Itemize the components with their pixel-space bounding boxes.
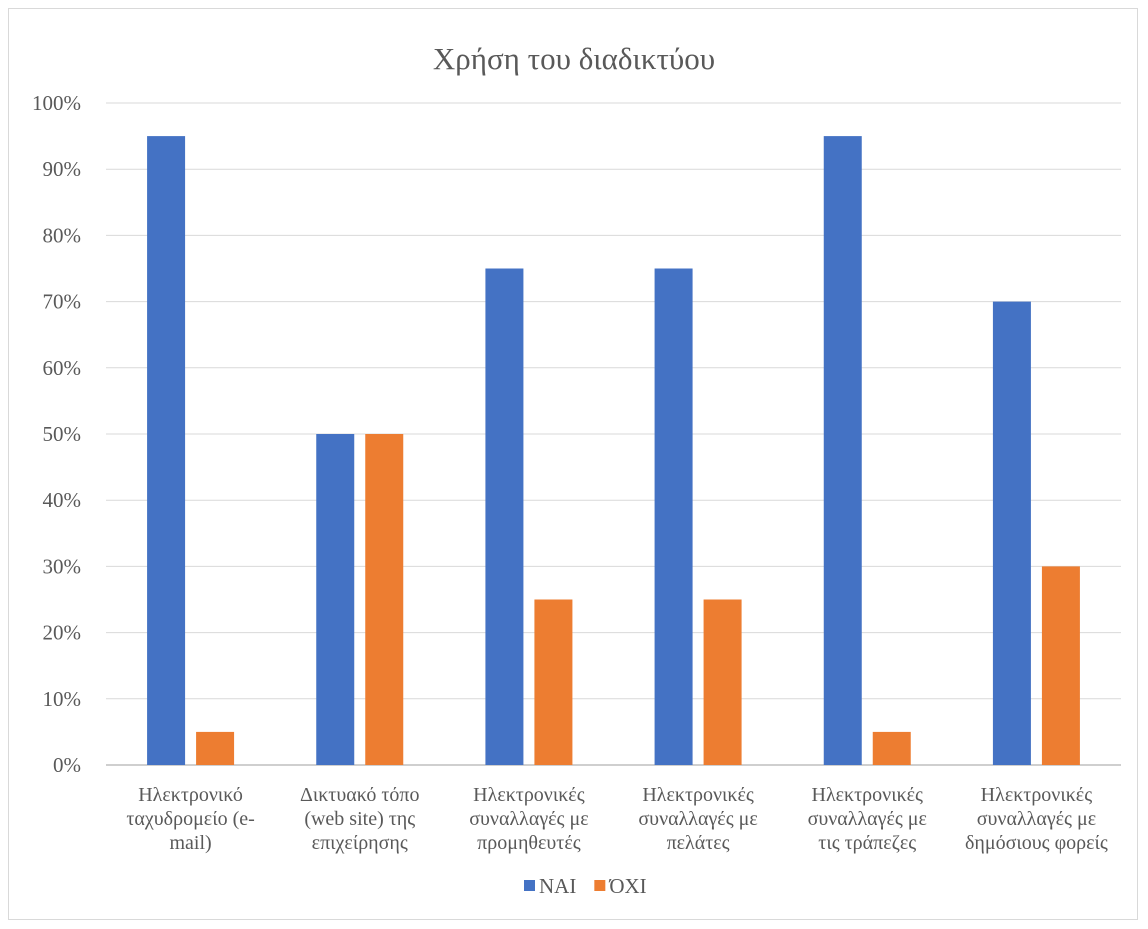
legend-label: ΌΧΙ (608, 874, 646, 898)
legend-swatch (524, 880, 535, 891)
y-tick-label: 80% (43, 223, 82, 247)
y-axis-ticks: 0% 10% 20% 30% 40% 50% 60% 70% 80% 90% 100% (32, 91, 81, 777)
y-tick-label: 70% (43, 290, 82, 314)
chart-title: Χρήση του διαδικτύου (433, 41, 715, 76)
bar (872, 731, 911, 765)
x-category-label: συναλλαγές με (977, 808, 1096, 830)
legend-swatch (594, 880, 606, 891)
bar (316, 434, 355, 765)
x-category-label: Δικτυακό τόπο (300, 784, 420, 806)
x-category-label: συναλλαγές με (638, 808, 757, 830)
legend: ΝΑΙ ΌΧΙ (524, 874, 647, 898)
bar (365, 434, 404, 765)
x-category-label: Ηλεκτρονικές (642, 784, 754, 806)
y-tick-label: 0% (53, 753, 81, 777)
bar (823, 136, 862, 766)
bar (992, 301, 1031, 765)
y-tick-label: 30% (43, 554, 82, 578)
x-category-label: Ηλεκτρονικές (981, 784, 1093, 806)
x-category-label: προμηθευτές (477, 832, 581, 854)
bar (1041, 566, 1080, 765)
y-tick-label: 40% (43, 488, 82, 512)
x-category-label: συναλλαγές με (808, 808, 927, 830)
bar-chart: Χρήση του διαδικτύου 0% 10% 20% 30% 40% 50% 60… (32, 41, 1121, 898)
x-category-label: mail) (169, 832, 211, 854)
y-tick-label: 60% (43, 356, 82, 380)
legend-label: ΝΑΙ (539, 874, 576, 898)
x-category-label: τις τράπεζες (818, 832, 916, 854)
x-category-label: συναλλαγές με (469, 808, 588, 830)
x-category-label: (web site) της (304, 808, 415, 830)
x-category-label: ταχυδρομείο (e- (126, 808, 254, 830)
bar (534, 599, 573, 765)
y-tick-label: 90% (43, 157, 82, 181)
bars (147, 136, 1080, 766)
y-tick-label: 20% (43, 621, 82, 645)
x-category-label: Ηλεκτρονικό (138, 784, 243, 806)
x-category-label: πελάτες (667, 832, 730, 854)
bar (196, 731, 235, 765)
bar (654, 268, 693, 765)
x-category-label: επιχείρησης (312, 832, 408, 854)
y-tick-label: 50% (43, 422, 82, 446)
y-tick-label: 10% (43, 687, 82, 711)
chart-area: Χρήση του διαδικτύου 0% 10% 20% 30% 40% 50% 60… (8, 8, 1138, 920)
bar (485, 268, 524, 765)
bar (147, 136, 186, 766)
x-category-label: δημόσιους φορείς (965, 832, 1108, 854)
x-category-label: Ηλεκτρονικές (473, 784, 585, 806)
y-tick-label: 100% (32, 91, 81, 115)
bar (703, 599, 742, 765)
gridlines (106, 102, 1121, 766)
x-category-label: Ηλεκτρονικές (812, 784, 924, 806)
